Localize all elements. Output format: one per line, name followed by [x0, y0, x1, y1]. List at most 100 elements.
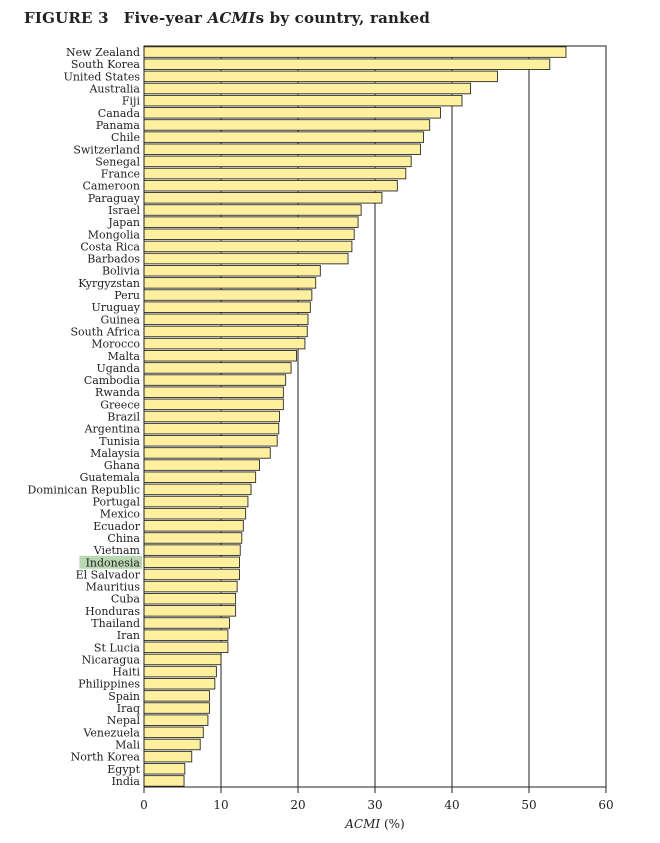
category-label: Vietnam — [93, 544, 141, 557]
bar — [143, 58, 551, 70]
category-label: Indonesia — [86, 556, 141, 569]
category-label: Cambodia — [84, 374, 141, 387]
bar — [143, 690, 210, 702]
bar — [143, 46, 567, 58]
bar — [143, 702, 210, 714]
bar — [143, 775, 185, 787]
category-label: Mali — [115, 738, 140, 751]
category-label: Switzerland — [73, 143, 140, 156]
bar — [143, 507, 247, 520]
bars-layer — [143, 46, 567, 787]
category-label: Dominican Republic — [28, 483, 140, 496]
bar — [143, 70, 498, 83]
x-tick-label: 60 — [598, 798, 613, 812]
x-tick-label: 30 — [367, 798, 382, 812]
category-label: United States — [64, 70, 141, 83]
x-axis-label: ACMI (%) — [344, 817, 404, 831]
category-label: Morocco — [91, 338, 140, 351]
category-label: Australia — [88, 83, 140, 96]
figure-title-start: Five-year — [123, 9, 208, 27]
category-label: Peru — [114, 289, 140, 302]
bar — [143, 617, 230, 629]
category-label: Haiti — [112, 666, 140, 679]
category-label: Venezuela — [82, 726, 140, 739]
category-label: El Salvador — [76, 568, 141, 581]
bar — [143, 155, 412, 168]
figure-title: FIGURE 3 Five-year ACMIs by country, ran… — [24, 9, 430, 27]
bar — [143, 678, 216, 690]
category-label: Nepal — [107, 714, 141, 727]
category-label: Malta — [108, 350, 141, 363]
bar — [143, 580, 238, 593]
bar — [143, 143, 421, 155]
figure-title-end: s by country, ranked — [255, 9, 431, 27]
x-tick-label: 10 — [213, 798, 228, 812]
bar — [143, 447, 271, 459]
bar — [143, 592, 237, 605]
bar — [143, 495, 249, 508]
category-label: Israel — [108, 204, 140, 217]
bar — [143, 252, 349, 265]
category-label: North Korea — [71, 751, 141, 764]
bar — [143, 265, 321, 277]
bar — [143, 374, 287, 386]
bar — [143, 82, 471, 95]
bar — [143, 289, 313, 301]
category-label: Iraq — [117, 702, 140, 715]
category-label: Guatemala — [80, 471, 141, 484]
category-label: Mauritius — [86, 581, 141, 594]
category-label: Senegal — [95, 155, 140, 168]
category-label: South Korea — [71, 58, 141, 71]
category-label: Mexico — [100, 508, 141, 521]
category-label: Malaysia — [90, 447, 140, 460]
category-label: Bolivia — [102, 265, 140, 278]
figure-label: FIGURE 3 — [24, 9, 109, 27]
bar — [143, 750, 193, 763]
category-label: Fiji — [122, 95, 141, 108]
category-label: Honduras — [85, 605, 140, 618]
category-label: St Lucia — [94, 641, 141, 654]
bar — [143, 204, 362, 216]
bar — [143, 568, 240, 581]
category-label: Mongolia — [88, 228, 141, 241]
bar — [143, 337, 306, 350]
bar — [143, 763, 186, 775]
bar — [143, 131, 424, 143]
bar — [143, 641, 229, 654]
figure-title-acronym: ACMI — [207, 9, 256, 27]
bar — [143, 216, 359, 228]
bar — [143, 240, 353, 253]
bar — [143, 325, 308, 338]
bar — [143, 629, 229, 641]
category-label: Chile — [111, 131, 140, 144]
category-label: Kyrgyzstan — [78, 277, 140, 290]
category-label: Paraguay — [88, 192, 141, 205]
bar — [143, 398, 284, 411]
bar — [143, 665, 217, 678]
bar — [143, 532, 243, 544]
category-label: Japan — [107, 216, 140, 229]
category-label: Greece — [100, 398, 140, 411]
category-label: Tunisia — [99, 435, 140, 448]
category-label: India — [111, 775, 140, 788]
bar — [143, 228, 355, 241]
category-label: France — [101, 168, 140, 181]
bar — [143, 714, 209, 726]
category-label: Iran — [117, 629, 140, 642]
bar — [143, 94, 463, 107]
category-label: Portugal — [93, 496, 141, 509]
category-label: Canada — [98, 107, 141, 120]
bar — [143, 362, 292, 374]
x-axis-label-acronym: ACMI — [344, 817, 380, 831]
bar — [143, 192, 383, 204]
x-axis-label-unit: (%) — [380, 817, 405, 831]
bar — [143, 653, 222, 666]
x-tick-label: 40 — [444, 798, 459, 812]
bar — [143, 119, 431, 131]
category-label: Spain — [108, 690, 140, 703]
category-label: Ecuador — [93, 520, 140, 533]
category-label: Costa Rica — [80, 240, 140, 253]
category-label: South Africa — [70, 325, 140, 338]
